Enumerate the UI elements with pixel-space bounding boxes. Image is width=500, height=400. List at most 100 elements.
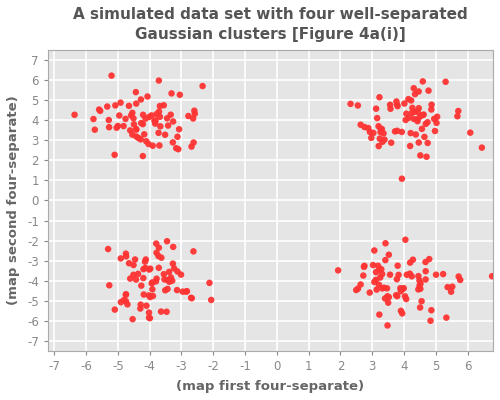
- Point: [442, 78, 450, 85]
- Point: [160, 102, 168, 108]
- Point: [131, 256, 139, 263]
- Point: [396, 285, 404, 292]
- Point: [128, 132, 136, 138]
- Point: [402, 296, 410, 302]
- Point: [166, 279, 173, 285]
- Point: [386, 102, 394, 108]
- Point: [405, 114, 413, 121]
- Point: [140, 275, 147, 281]
- Point: [132, 126, 140, 132]
- Point: [91, 126, 99, 133]
- Point: [406, 270, 414, 277]
- Point: [132, 126, 140, 133]
- Point: [414, 286, 422, 293]
- Point: [370, 279, 378, 285]
- Point: [198, 83, 206, 89]
- Point: [132, 89, 140, 95]
- Point: [354, 102, 362, 109]
- Point: [130, 115, 138, 122]
- Point: [408, 105, 416, 111]
- Point: [376, 136, 384, 142]
- Point: [420, 134, 428, 140]
- Point: [163, 115, 171, 122]
- Point: [406, 143, 414, 149]
- Point: [149, 293, 157, 299]
- Point: [148, 280, 156, 286]
- Point: [96, 108, 104, 114]
- Point: [385, 252, 393, 258]
- Point: [134, 271, 142, 277]
- Point: [154, 130, 162, 136]
- Point: [182, 288, 190, 295]
- Point: [418, 112, 426, 118]
- Point: [391, 128, 399, 134]
- Point: [154, 253, 162, 259]
- Point: [190, 108, 198, 114]
- Point: [393, 101, 401, 108]
- Point: [169, 118, 177, 125]
- Point: [402, 236, 409, 243]
- Point: [376, 129, 384, 135]
- Point: [386, 106, 394, 112]
- Point: [426, 318, 434, 324]
- Point: [433, 114, 441, 120]
- Point: [454, 108, 462, 114]
- Point: [175, 126, 183, 132]
- Point: [372, 269, 380, 275]
- Point: [397, 288, 405, 294]
- Point: [447, 288, 455, 295]
- Point: [146, 266, 154, 272]
- Point: [376, 266, 384, 272]
- Point: [369, 262, 377, 268]
- Point: [393, 276, 401, 282]
- Point: [122, 292, 130, 298]
- Point: [402, 110, 410, 117]
- Point: [130, 262, 138, 268]
- Point: [378, 266, 386, 272]
- Point: [144, 141, 152, 147]
- Point: [448, 284, 456, 290]
- Y-axis label: (map second four-separate): (map second four-separate): [7, 96, 20, 305]
- Point: [398, 129, 406, 135]
- Point: [380, 130, 388, 136]
- Point: [70, 112, 78, 118]
- Point: [155, 108, 163, 115]
- Point: [114, 123, 122, 129]
- Point: [132, 133, 140, 140]
- Point: [372, 106, 380, 112]
- Point: [144, 93, 152, 100]
- Point: [488, 273, 496, 279]
- Point: [189, 115, 197, 122]
- Point: [136, 305, 144, 312]
- Point: [385, 294, 393, 300]
- Point: [370, 130, 378, 136]
- Point: [384, 300, 392, 306]
- Point: [184, 113, 192, 119]
- Point: [378, 271, 386, 277]
- Point: [428, 106, 436, 113]
- Point: [422, 259, 430, 265]
- Point: [410, 85, 418, 92]
- Point: [166, 112, 174, 118]
- Point: [397, 308, 405, 314]
- Point: [128, 316, 136, 322]
- Point: [170, 265, 178, 272]
- Point: [454, 273, 462, 280]
- Point: [122, 291, 130, 298]
- Point: [125, 260, 133, 266]
- X-axis label: (map first four-separate): (map first four-separate): [176, 380, 364, 393]
- Point: [152, 240, 160, 247]
- Point: [444, 284, 452, 290]
- Point: [456, 277, 464, 283]
- Point: [191, 110, 199, 117]
- Point: [163, 238, 171, 244]
- Point: [432, 120, 440, 126]
- Point: [142, 302, 150, 309]
- Point: [360, 124, 368, 130]
- Point: [382, 240, 390, 246]
- Point: [404, 96, 412, 102]
- Point: [384, 322, 392, 329]
- Point: [90, 116, 98, 122]
- Point: [478, 144, 486, 151]
- Point: [375, 282, 383, 288]
